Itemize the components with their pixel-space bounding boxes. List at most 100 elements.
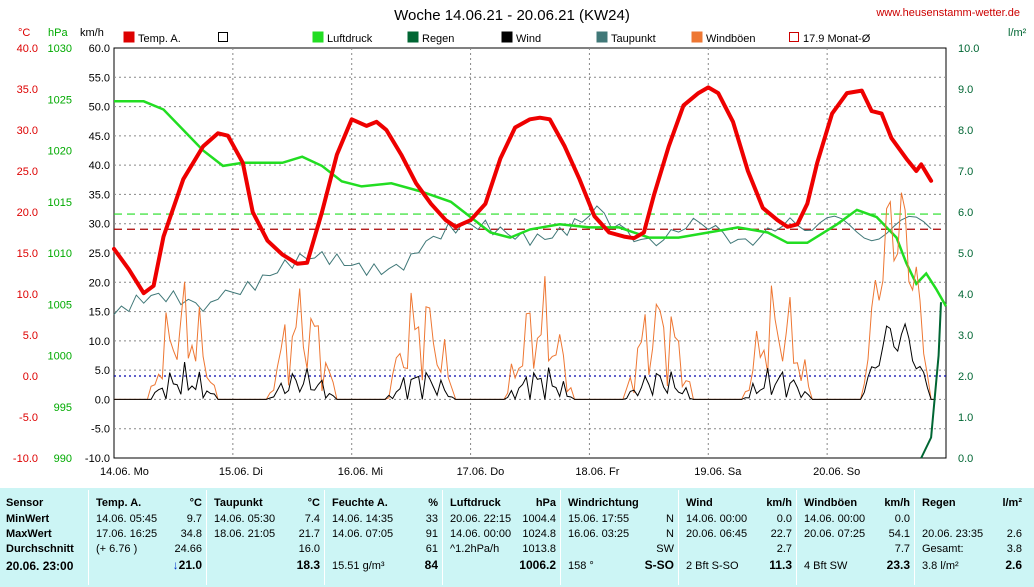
temp-tick-label: 5.0 bbox=[23, 330, 38, 342]
current-value-text: 21.0 bbox=[178, 558, 202, 572]
pressure-tick-label: 995 bbox=[54, 402, 72, 414]
current-value: 2.6 bbox=[1005, 558, 1022, 572]
wind-tick-label: 30.0 bbox=[89, 219, 110, 231]
legend-label: 17.9 Monat-Ø bbox=[803, 33, 871, 45]
cell-time: 14.06. 05:45 bbox=[96, 513, 158, 525]
current-value: 18.3 bbox=[296, 558, 320, 572]
pressure-tick-label: 1030 bbox=[48, 43, 72, 55]
cell-time: 14.06. 05:30 bbox=[214, 513, 276, 525]
temp-tick-label: 30.0 bbox=[17, 125, 38, 137]
statistics-table: Sensor MinWert MaxWert Durchschnitt 20.06. 2… bbox=[0, 488, 1034, 587]
cell-value: 3.8 bbox=[1006, 543, 1022, 555]
series-wind bbox=[114, 322, 935, 401]
column-separator bbox=[560, 490, 561, 585]
current-info: 2 Bft S-SO bbox=[686, 560, 739, 572]
column-separator bbox=[796, 490, 797, 585]
rain-tick-label: 4.0 bbox=[958, 289, 973, 301]
column-separator bbox=[88, 490, 89, 585]
current-value: 84 bbox=[424, 558, 438, 572]
column-unit: km/h bbox=[884, 497, 910, 509]
website-label: www.heusenstamm-wetter.de bbox=[875, 7, 1020, 19]
x-tick-label: 16.06. Mi bbox=[338, 466, 383, 478]
x-tick-label: 15.06. Di bbox=[219, 466, 263, 478]
legend-swatch bbox=[218, 32, 228, 42]
wind-tick-label: 35.0 bbox=[89, 189, 110, 201]
temp-tick-label: -5.0 bbox=[19, 412, 38, 424]
column-header: Luftdruck bbox=[450, 497, 501, 509]
cell-value: 7.4 bbox=[304, 513, 320, 525]
current-time: 20.06. 23:00 bbox=[6, 559, 74, 573]
cell-time: 20.06. 22:15 bbox=[450, 513, 512, 525]
table-column: Sensor MinWert MaxWert Durchschnitt 20.06. 2… bbox=[0, 488, 88, 587]
cell-time: 14.06. 00:00 bbox=[686, 513, 748, 525]
cell-time: 18.06. 21:05 bbox=[214, 528, 276, 540]
cell-time: 14.06. 07:05 bbox=[332, 528, 394, 540]
series-luftdruck bbox=[114, 100, 948, 307]
legend-swatch bbox=[596, 31, 608, 43]
table-column: Regen l/m² 20.06. 23:35 2.6 Gesamt: 3.8 3.8 l/… bbox=[916, 488, 1026, 587]
cell-value: 54.1 bbox=[888, 528, 910, 540]
temp-tick-label: 35.0 bbox=[17, 84, 38, 96]
chart-title: Woche 14.06.21 - 20.06.21 (KW24) bbox=[394, 7, 630, 24]
legend-label: Wind bbox=[516, 33, 541, 45]
column-unit: °C bbox=[189, 497, 202, 509]
column-separator bbox=[206, 490, 207, 585]
rain-tick-label: 5.0 bbox=[958, 248, 973, 260]
current-value: ↓21.0 bbox=[132, 559, 202, 572]
column-unit: °C bbox=[307, 497, 320, 509]
cell-value: 2.6 bbox=[1006, 528, 1022, 540]
rain-tick-label: 7.0 bbox=[958, 166, 973, 178]
legend-label: Temp. A. bbox=[138, 33, 181, 45]
cell-time: ^1.2hPa/h bbox=[450, 543, 500, 555]
legend-label: Luftdruck bbox=[327, 33, 373, 45]
current-value: S-SO bbox=[644, 558, 674, 572]
cell-value: 24.66 bbox=[174, 543, 202, 555]
rain-tick-label: 1.0 bbox=[958, 412, 973, 424]
pressure-tick-label: 1025 bbox=[48, 94, 72, 106]
column-separator bbox=[914, 490, 915, 585]
table-column: Temp. A. °C 14.06. 05:45 9.7 17.06. 16:25 34.… bbox=[90, 488, 206, 587]
column-header: Feuchte A. bbox=[332, 497, 388, 509]
rain-tick-label: 10.0 bbox=[958, 43, 979, 55]
cell-time: 20.06. 07:25 bbox=[804, 528, 866, 540]
column-header: Windböen bbox=[804, 497, 858, 509]
cell-value: 91 bbox=[425, 528, 438, 540]
cell-time: 16.06. 03:25 bbox=[568, 528, 630, 540]
temp-tick-label: 20.0 bbox=[17, 207, 38, 219]
x-tick-label: 20.06. So bbox=[813, 466, 860, 478]
cell-value: 16.0 bbox=[298, 543, 320, 555]
column-header: Sensor bbox=[6, 497, 44, 509]
row-label: Durchschnitt bbox=[6, 543, 74, 555]
cell-value: 21.7 bbox=[298, 528, 320, 540]
column-separator bbox=[324, 490, 325, 585]
column-unit: % bbox=[428, 497, 438, 509]
column-header: Regen bbox=[922, 497, 956, 509]
pressure-tick-label: 1000 bbox=[48, 351, 72, 363]
wind-tick-label: 5.0 bbox=[95, 365, 110, 377]
rain-tick-label: 8.0 bbox=[958, 125, 973, 137]
rain-tick-label: 9.0 bbox=[958, 84, 973, 96]
x-tick-label: 19.06. Sa bbox=[694, 466, 742, 478]
cell-value: 61 bbox=[425, 543, 438, 555]
table-column: Windrichtung 15.06. 17:55 N 16.06. 03:25 N SW… bbox=[562, 488, 678, 587]
legend-swatch bbox=[407, 31, 419, 43]
temp-tick-label: -10.0 bbox=[13, 453, 38, 465]
current-value: 23.3 bbox=[886, 558, 910, 572]
cell-time: 14.06. 14:35 bbox=[332, 513, 394, 525]
wind-tick-label: -10.0 bbox=[85, 453, 110, 465]
cell-value: 1013.8 bbox=[522, 543, 556, 555]
current-info: 4 Bft SW bbox=[804, 560, 848, 572]
pressure-tick-label: 1015 bbox=[48, 197, 72, 209]
column-header: Wind bbox=[686, 497, 713, 509]
legend-swatch bbox=[691, 31, 703, 43]
cell-value: SW bbox=[656, 543, 674, 555]
cell-value: 33 bbox=[425, 513, 438, 525]
column-unit: km/h bbox=[766, 497, 792, 509]
cell-time: 17.06. 16:25 bbox=[96, 528, 158, 540]
wind-tick-label: 0.0 bbox=[95, 394, 110, 406]
rain-tick-label: 3.0 bbox=[958, 330, 973, 342]
wind-tick-label: 40.0 bbox=[89, 160, 110, 172]
temp-tick-label: 15.0 bbox=[17, 248, 38, 260]
row-label: MinWert bbox=[6, 513, 50, 525]
legend-label: Taupunkt bbox=[611, 33, 656, 45]
